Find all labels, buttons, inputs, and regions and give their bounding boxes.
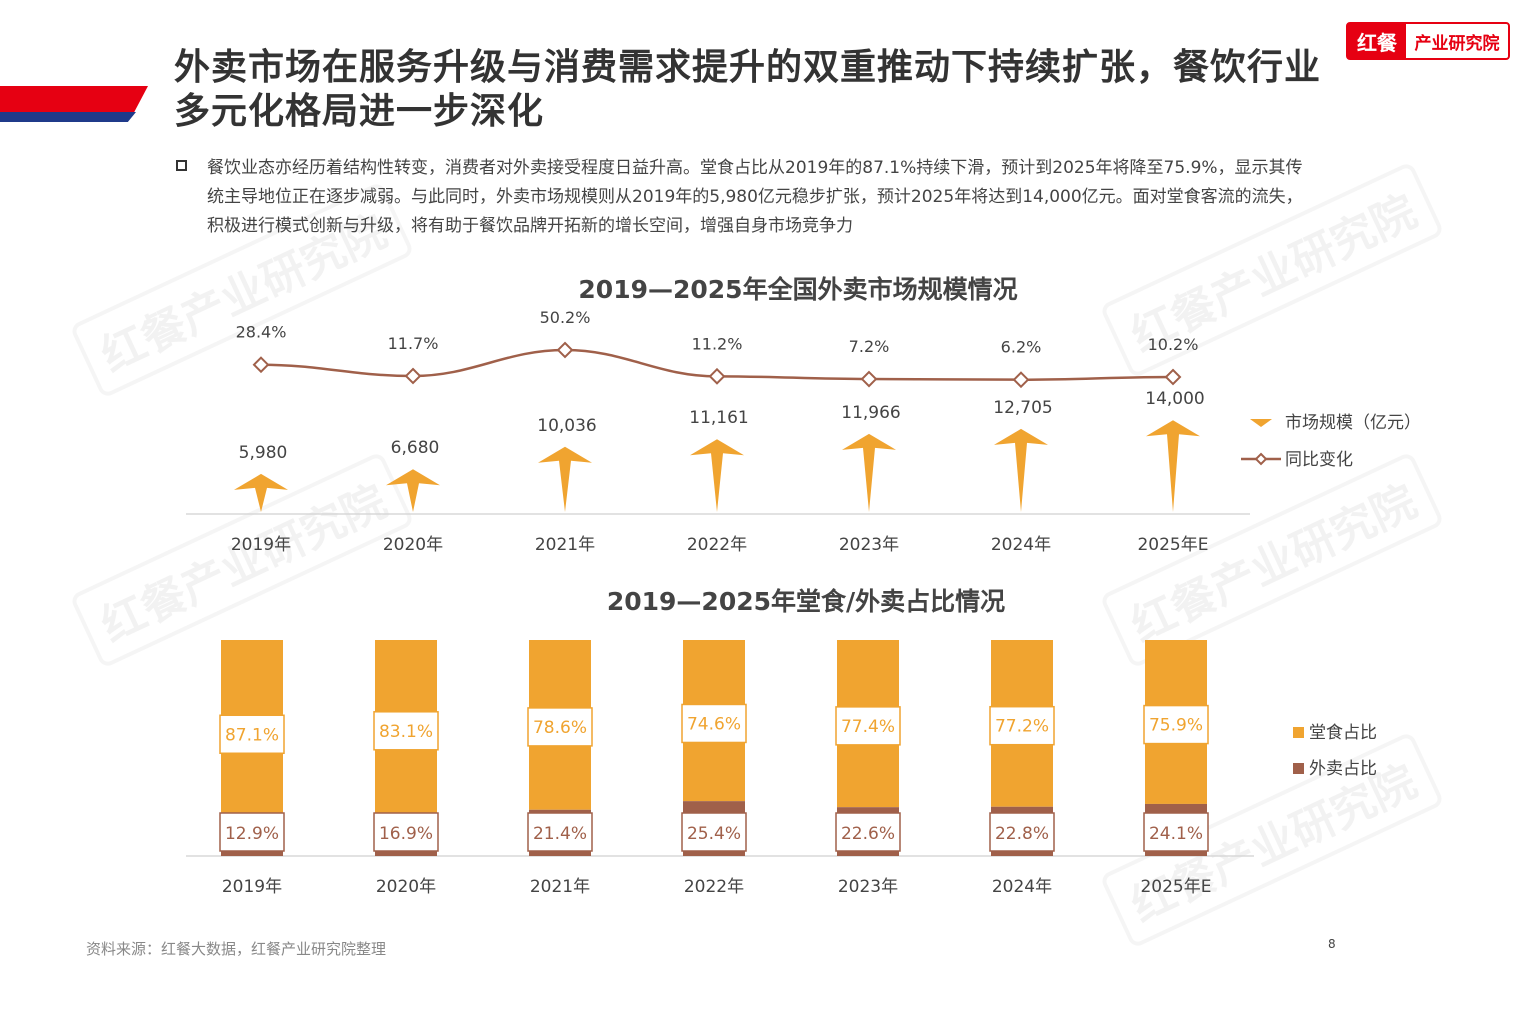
takeout-label: 21.4% [533,824,587,844]
takeout-label-box [835,812,901,852]
yoy-label: 50.2% [540,308,591,327]
yoy-marker [556,341,574,359]
x-tick-label: 2024年 [991,535,1051,555]
takeout-label-box [1143,812,1209,852]
dine-in-label-box [989,705,1055,746]
market-size-arrow [386,469,440,512]
market-size-arrow [690,439,744,512]
market-size-label: 11,966 [841,403,900,423]
red-accent-band [0,86,148,114]
x-tick-label: 2020年 [383,535,443,555]
legend-label: 外卖占比 [1309,759,1377,779]
yoy-marker [860,370,878,388]
logo-mark: 红餐 [1348,24,1406,58]
yoy-marker [252,356,270,374]
dine-in-label: 77.4% [841,717,895,737]
market-size-label: 5,980 [239,443,288,463]
legend-label: 市场规模（亿元） [1285,413,1421,433]
x-tick-label: 2019年 [231,535,291,555]
legend-swatch-icon [1293,763,1304,774]
dine-in-label: 77.2% [995,717,1049,737]
market-size-arrow [1146,420,1200,512]
yoy-label: 11.2% [692,334,743,353]
yoy-marker [708,367,726,385]
takeout-label: 22.8% [995,824,1049,844]
yoy-label: 10.2% [1148,335,1199,354]
legend-label: 同比变化 [1285,450,1353,470]
x-tick-label: 2021年 [530,877,590,897]
logo-text: 产业研究院 [1414,33,1500,54]
market-size-label: 12,705 [993,398,1052,418]
yoy-marker [404,367,422,385]
market-size-label: 6,680 [391,438,440,458]
dine-in-label: 75.9% [1149,716,1203,736]
market-size-label: 10,036 [537,416,596,436]
x-tick-label: 2023年 [838,877,898,897]
yoy-label: 7.2% [849,337,890,356]
yoy-marker [1012,371,1030,389]
navy-accent-band [0,112,136,122]
x-tick-label: 2022年 [684,877,744,897]
takeout-label-box [527,812,593,852]
takeout-label: 16.9% [379,824,433,844]
dine-in-label: 87.1% [225,725,279,745]
takeout-label-box [373,812,439,852]
dine-in-label: 83.1% [379,722,433,742]
takeout-label: 24.1% [1149,824,1203,844]
x-tick-label: 2024年 [992,877,1052,897]
takeout-label-box [989,812,1055,852]
source-note: 资料来源：红餐大数据，红餐产业研究院整理 [86,940,387,958]
market-size-arrow [234,473,288,512]
x-tick-label: 2025年E [1137,535,1208,555]
yoy-label: 6.2% [1001,338,1042,357]
dine-in-label-box [527,707,593,747]
logo: 红餐 产业研究院 [1346,22,1510,60]
takeout-label: 12.9% [225,824,279,844]
market-size-arrow [994,428,1048,512]
legend-arrow-icon [1250,419,1272,427]
x-tick-label: 2022年 [687,535,747,555]
x-tick-label: 2023年 [839,535,899,555]
dine-in-label: 78.6% [533,718,587,738]
x-tick-label: 2020年 [376,877,436,897]
takeout-label: 25.4% [687,824,741,844]
summary-text: 餐饮业态亦经历着结构性转变，消费者对外卖接受程度日益升高。堂食占比从2019年的… [207,158,1303,236]
x-tick-label: 2025年E [1140,877,1211,897]
legend-diamond-icon [1254,452,1268,466]
legend-label: 堂食占比 [1309,723,1377,743]
takeout-label-box [219,812,285,852]
yoy-marker [1164,368,1182,386]
x-tick-label: 2019年 [222,877,282,897]
dine-in-label-box [219,714,285,755]
market-size-label: 14,000 [1145,389,1204,409]
bullet-square-icon [176,160,187,171]
takeout-label: 22.6% [841,824,895,844]
dine-in-label-box [1143,704,1209,745]
market-size-arrow [842,433,896,512]
yoy-label: 11.7% [388,334,439,353]
legend-swatch-icon [1293,727,1304,738]
dine-in-label: 74.6% [687,714,741,734]
page-number: 8 [1328,937,1336,951]
chart-title-share: 2019—2025年堂食/外卖占比情况 [606,587,1006,616]
x-tick-label: 2021年 [535,535,595,555]
market-size-arrow [538,446,592,512]
yoy-label: 28.4% [236,323,287,342]
page-title: 外卖市场在服务升级与消费需求提升的双重推动下持续扩张，餐饮行业多元化格局进一步深… [174,47,1322,132]
market-size-label: 11,161 [689,408,748,428]
dine-in-label-box [835,706,901,746]
dine-in-label-box [681,703,747,744]
dine-in-label-box [373,711,439,751]
chart-title-market: 2019—2025年全国外卖市场规模情况 [578,275,1018,304]
takeout-label-box [681,812,747,852]
